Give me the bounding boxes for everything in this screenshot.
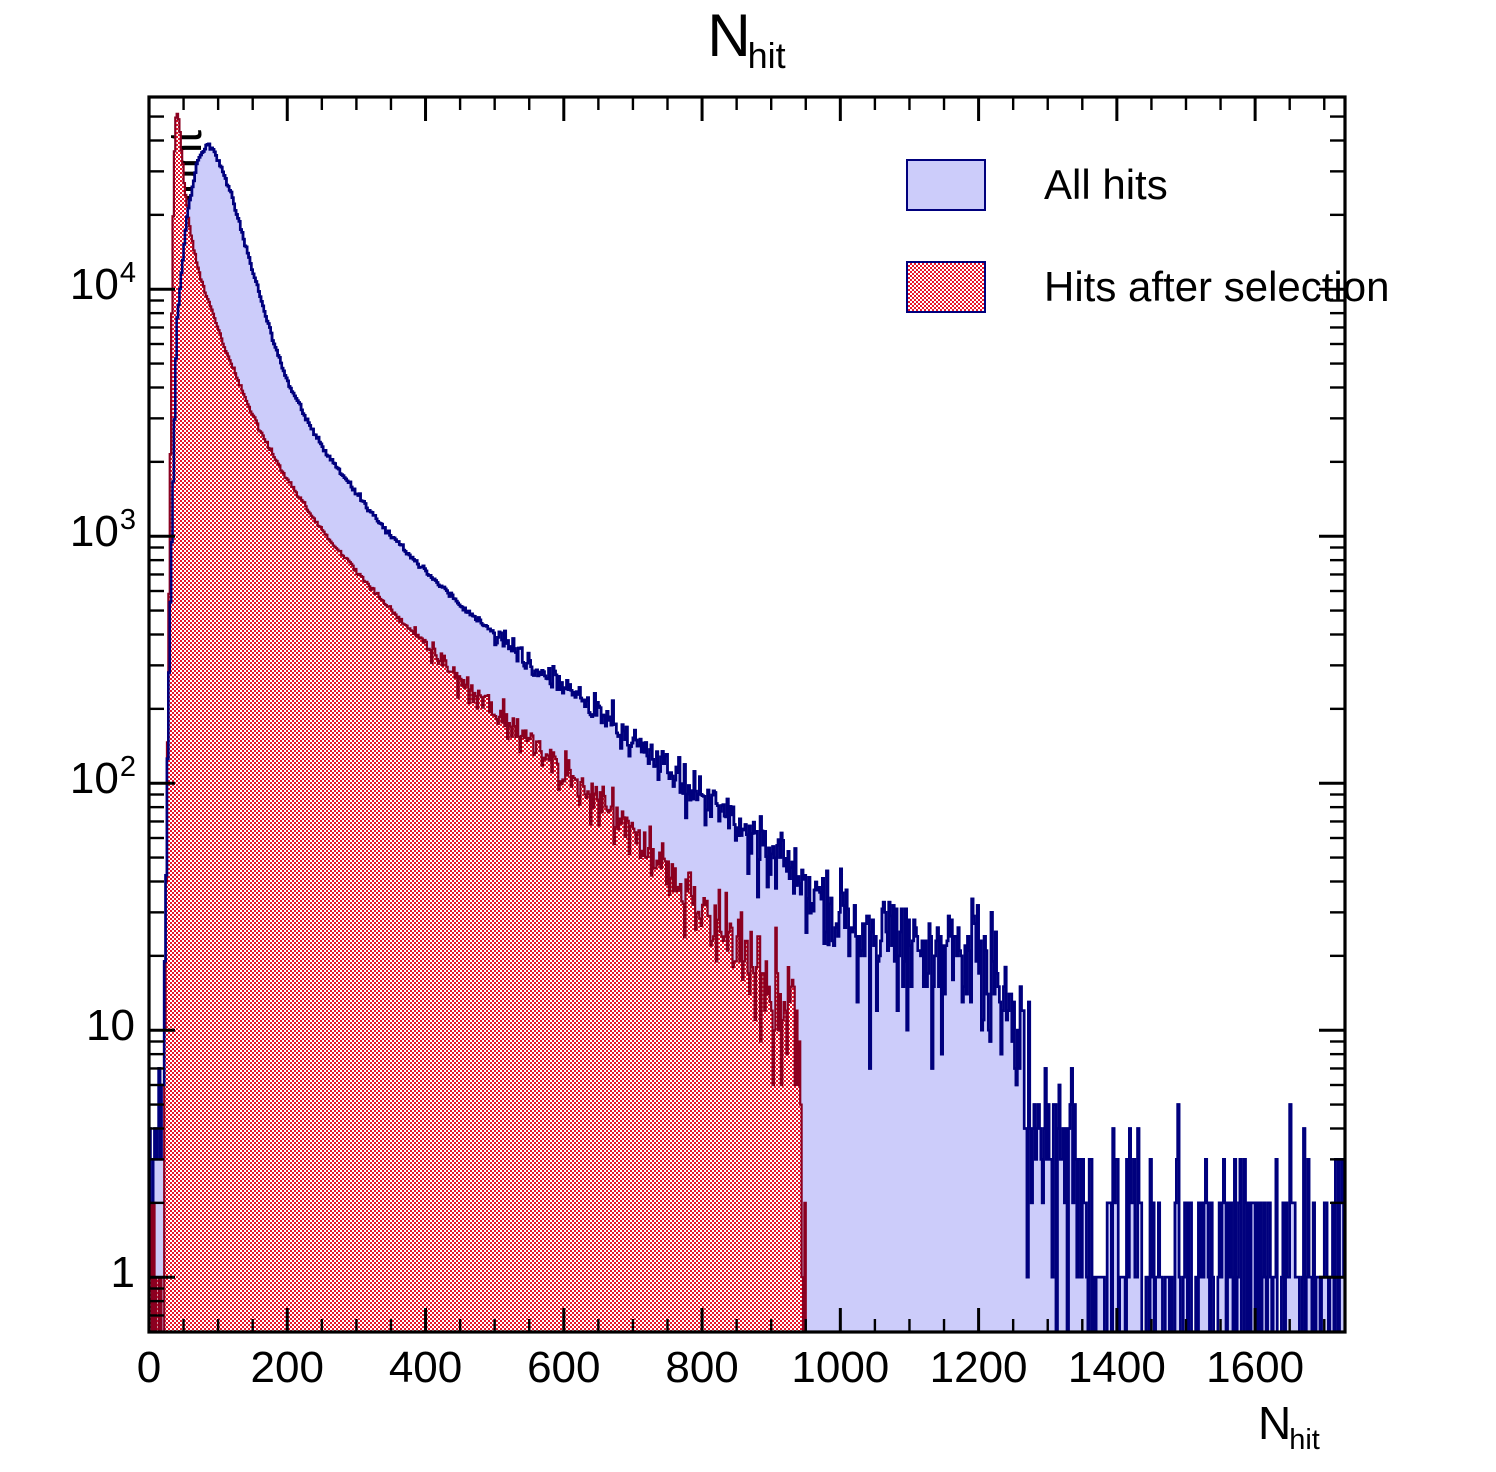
legend-swatch-all-hits — [906, 159, 986, 211]
y-tick-label: 1 — [0, 1251, 135, 1295]
y-tick-label: 104 — [0, 259, 136, 310]
x-tick-label: 800 — [665, 1343, 739, 1392]
x-tick-label: 200 — [250, 1343, 324, 1392]
page-title: Nhit — [0, 6, 1496, 74]
legend-label-hits-after-selection: Hits after selection — [1044, 263, 1390, 310]
y-tick-exponent: 4 — [119, 257, 136, 290]
x-axis-title: Nhit — [1258, 1396, 1322, 1456]
x-tick-label: 0 — [136, 1343, 162, 1392]
x-axis-title-main: N — [1258, 1397, 1292, 1449]
legend-label-all-hits: All hits — [1044, 161, 1168, 208]
y-tick-mantissa: 1 — [110, 1248, 135, 1298]
y-tick-label: 102 — [0, 753, 136, 804]
y-tick-label: 103 — [0, 506, 136, 557]
y-tick-exponent: 3 — [119, 504, 136, 537]
legend-entry-hits-after-selection: Hits after selection — [906, 250, 1389, 324]
title-main: N — [707, 2, 751, 69]
legend-entry-all-hits: All hits — [906, 148, 1306, 222]
series-hits-after-selection — [149, 112, 1345, 1332]
y-tick-mantissa: 10 — [69, 507, 119, 557]
y-tick-mantissa: 10 — [69, 260, 119, 310]
x-tick-label: 1600 — [1206, 1343, 1305, 1392]
x-tick-label: 1200 — [929, 1343, 1028, 1392]
y-tick-mantissa: 10 — [86, 1001, 135, 1051]
x-tick-label: 600 — [527, 1343, 601, 1392]
title-subscript: hit — [747, 35, 786, 76]
x-tick-label: 1400 — [1067, 1343, 1166, 1392]
legend: All hits Hits after selection — [906, 148, 1389, 352]
x-axis-title-subscript: hit — [1289, 1424, 1320, 1456]
series-all-hits-outline — [149, 142, 1345, 1332]
y-tick-exponent: 2 — [119, 751, 136, 784]
x-tick-label: 1000 — [791, 1343, 890, 1392]
x-tick-label: 400 — [388, 1343, 463, 1392]
y-tick-label: 10 — [0, 1004, 135, 1048]
y-tick-mantissa: 10 — [69, 754, 119, 804]
legend-swatch-hits-after-selection — [906, 261, 986, 313]
